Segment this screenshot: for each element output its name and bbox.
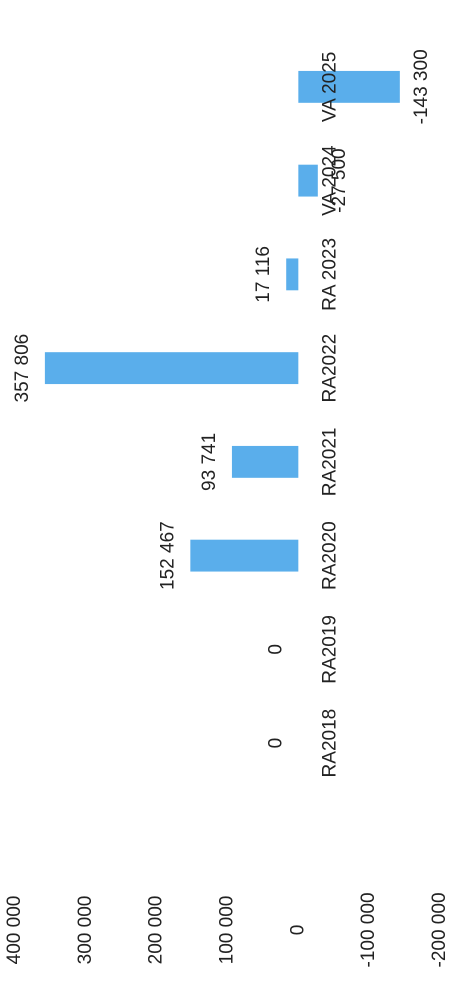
value-tick-label: -200 000: [429, 892, 450, 967]
data-label: 357 806: [12, 334, 33, 403]
data-label: 152 467: [157, 521, 178, 590]
bar: [298, 70, 400, 103]
bar: [298, 164, 318, 197]
value-tick-label: 200 000: [146, 896, 167, 965]
data-label: 0: [265, 644, 286, 655]
category-label: RA2018: [319, 709, 340, 778]
category-label: VA 2024: [319, 145, 340, 216]
value-tick-label: 400 000: [4, 896, 25, 965]
data-label: -27 500: [329, 148, 350, 212]
data-label: 17 116: [253, 246, 274, 303]
data-label: 0: [265, 738, 286, 749]
bar: [286, 258, 299, 291]
data-labels: 0 0 152 467 93 741 357 806 17 116 -27 500 -143 …: [12, 49, 432, 748]
data-label: 93 741: [199, 433, 220, 491]
value-axis: 400 000 300 000 200 000 100 000 0 -100 000 -20…: [4, 892, 450, 967]
bar: [190, 539, 299, 572]
category-label: VA 2025: [319, 52, 340, 122]
data-label: -143 300: [411, 49, 432, 124]
value-tick-label: 100 000: [217, 896, 238, 965]
value-tick-label: -100 000: [358, 892, 379, 967]
value-tick-label: 300 000: [75, 896, 96, 965]
bar: [44, 352, 299, 385]
category-label: RA2019: [319, 615, 340, 684]
category-label: RA2022: [319, 334, 340, 403]
category-label: RA2020: [319, 521, 340, 590]
bars: [44, 70, 400, 572]
bar: [231, 445, 299, 478]
category-label: RA 2023: [319, 238, 340, 311]
value-tick-label: 0: [287, 925, 308, 936]
category-label: RA2021: [319, 428, 340, 497]
category-axis: RA2018 RA2019 RA2020 RA2021 RA2022 RA 2023 VA …: [319, 52, 340, 778]
